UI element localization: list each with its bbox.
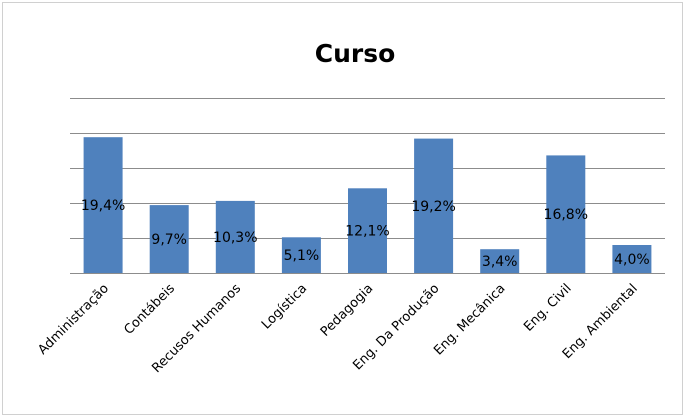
x-tick-label: Administração <box>35 281 112 358</box>
bar <box>281 237 321 273</box>
chart-title: Curso <box>315 39 396 68</box>
bar <box>215 200 255 273</box>
x-tick-label: Eng. Mecânica <box>431 281 508 358</box>
bar <box>149 205 189 273</box>
data-label: 16,8% <box>544 207 588 223</box>
bar <box>348 188 387 273</box>
bar <box>414 138 454 273</box>
data-label: 5,1% <box>284 248 320 264</box>
data-label: 3,4% <box>482 254 518 270</box>
bar <box>546 155 586 273</box>
x-tick-label: Pedagogia <box>318 281 376 339</box>
data-labels: 19,4% 9,7% 10,3% 5,1% 12,1% 19,2% 3,4% 16,8% 4,0… <box>81 198 650 270</box>
data-label: 9,7% <box>151 232 187 248</box>
data-label: 10,3% <box>213 230 257 246</box>
data-label: 4,0% <box>614 252 650 268</box>
x-tick-label: Eng. Civil <box>521 281 574 334</box>
x-tick-label: Logística <box>259 281 310 332</box>
data-label: 19,4% <box>81 198 125 214</box>
data-label: 19,2% <box>411 199 455 215</box>
bar <box>83 137 123 273</box>
bar <box>612 245 652 273</box>
bars <box>83 137 652 273</box>
bar <box>480 249 520 273</box>
data-label: 12,1% <box>345 224 389 240</box>
x-tick-label: Contábeis <box>121 281 178 338</box>
